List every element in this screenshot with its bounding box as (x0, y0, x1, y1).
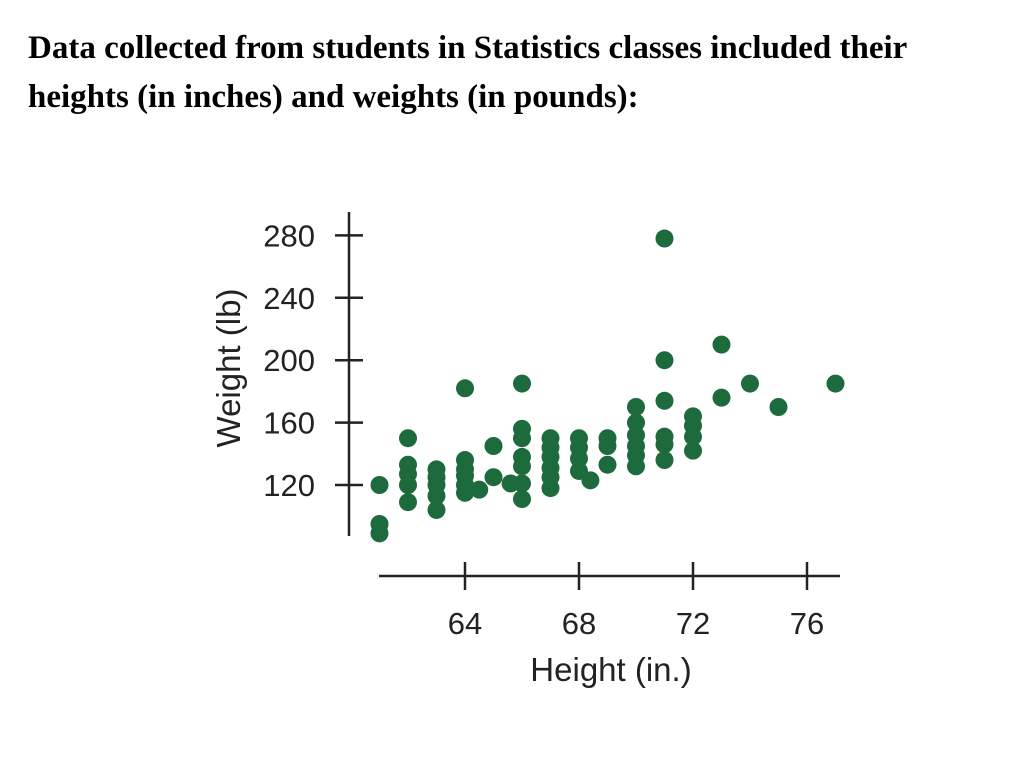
data-point (399, 493, 417, 512)
y-axis-label: Weight (lb) (210, 289, 247, 448)
data-point (484, 437, 503, 455)
data-point (627, 413, 645, 432)
y-tick-label: 280 (263, 218, 315, 253)
data-point (627, 457, 645, 476)
data-point (513, 429, 531, 448)
data-point (513, 374, 531, 393)
data-point (399, 476, 417, 494)
data-point (655, 229, 674, 248)
data-point (541, 479, 560, 498)
data-point (513, 474, 531, 493)
data-point (655, 451, 674, 470)
data-point (627, 398, 645, 416)
data-point (399, 429, 417, 448)
data-point (684, 427, 702, 446)
data-point (598, 437, 617, 455)
data-point (427, 486, 446, 505)
data-point (570, 449, 588, 468)
axes: 120 160 200 240 280 64 68 72 76 (263, 212, 840, 641)
y-tick-label: 120 (263, 468, 315, 503)
x-tick-label: 68 (562, 606, 596, 641)
data-point (370, 524, 389, 543)
data-point (655, 435, 674, 454)
y-tick-label: 200 (263, 343, 315, 378)
x-tick-label: 72 (676, 606, 710, 641)
data-point (370, 476, 389, 494)
data-point (513, 490, 531, 509)
data-point (513, 457, 531, 476)
data-point (712, 388, 731, 407)
data-point (655, 351, 674, 370)
y-tick-label: 240 (263, 281, 315, 316)
data-point (712, 335, 731, 354)
x-axis-label: Height (in.) (530, 651, 691, 688)
data-point (598, 455, 617, 474)
data-point (427, 500, 446, 519)
data-point (484, 468, 503, 487)
data-point (769, 398, 788, 416)
data-point (456, 483, 474, 502)
data-point (581, 471, 600, 490)
data-point (470, 480, 489, 499)
slide-text: Data collected from students in Statisti… (28, 30, 907, 115)
y-tick-label: 160 (263, 406, 315, 441)
data-point (684, 441, 702, 460)
data-point (826, 374, 845, 393)
data-point (741, 374, 759, 393)
x-tick-label: 64 (448, 606, 482, 641)
data-points (370, 229, 845, 543)
data-point (655, 391, 674, 410)
x-tick-label: 76 (790, 606, 824, 641)
data-point (456, 379, 474, 398)
